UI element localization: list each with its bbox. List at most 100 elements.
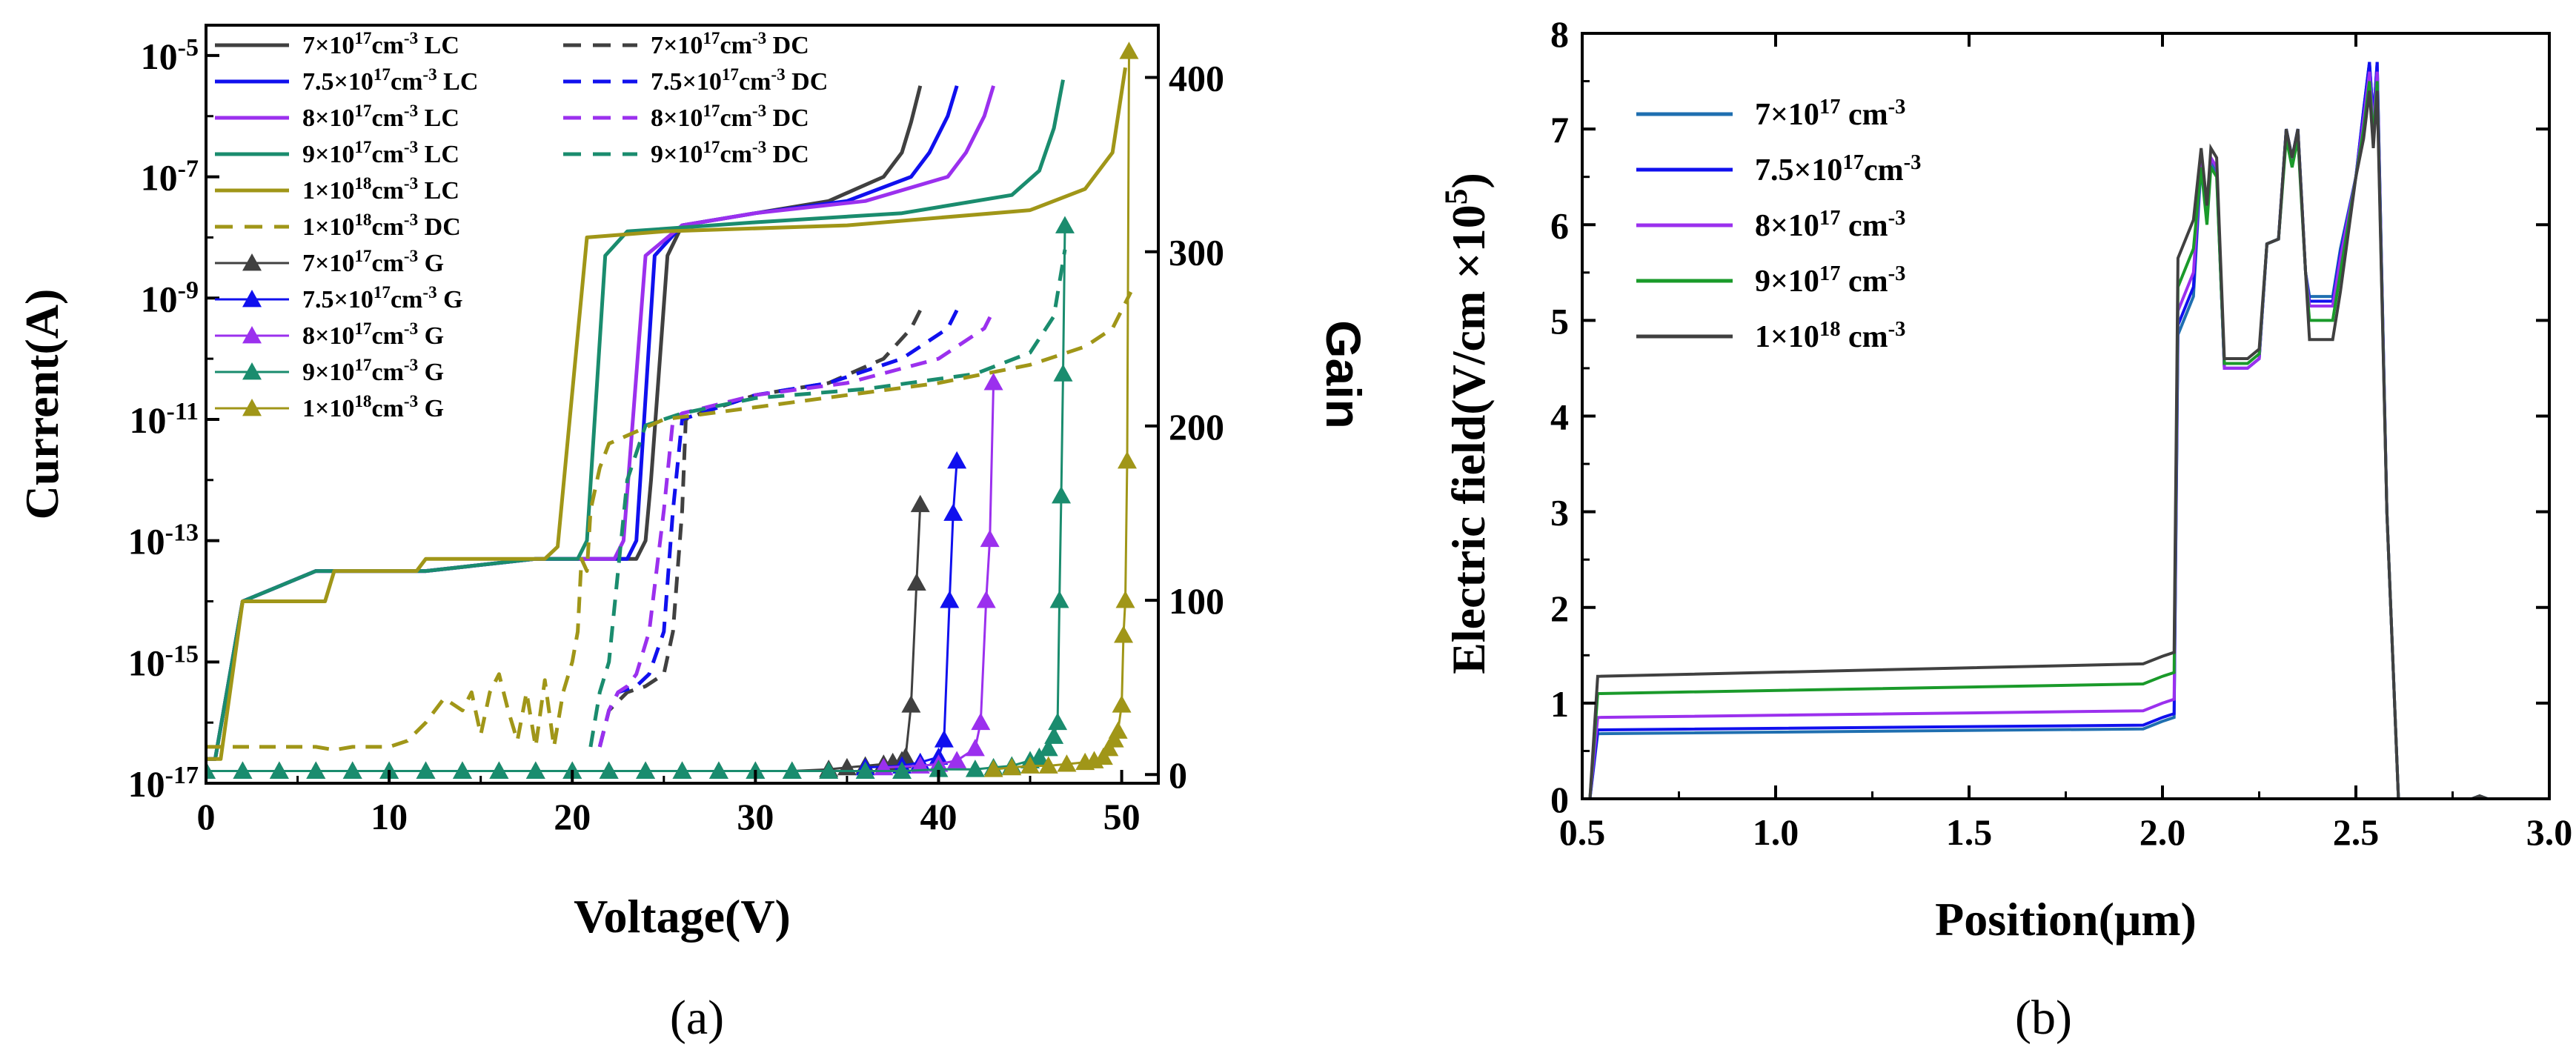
chart-b-plot-area [1582,62,2549,799]
y-tick-label: 4 [1550,396,1569,438]
x-tick-label: 0.5 [1559,811,1606,853]
gain-marker [983,760,1003,777]
y2-tick-label: 100 [1169,580,1224,622]
gain-marker [1049,591,1069,608]
gain-marker [1104,730,1124,748]
chart-a-plot-area [206,41,1139,779]
legend-entry-label: 7×1017cm-3 DC [651,29,809,59]
chart-b-legend: 7×1017 cm-3 7.5×1017cm-3 8×1017 cm-3 9×1017… [1636,96,1921,355]
y-tick-label: 2 [1550,588,1569,629]
legend-entry-label: 9×1017cm-3 DC [651,138,809,168]
gain-marker [1055,216,1075,233]
y-tick-label: 5 [1550,300,1569,342]
gain-marker [1038,756,1058,774]
legend-entry-label: 9×1017cm-3 G [302,356,444,386]
chart-a-x-axis-label: Voltage(V) [574,890,791,943]
legend-entry-label: 8×1017cm-3 LC [302,102,459,132]
legend-entry-label: 1×1018 cm-3 [1755,318,1905,355]
gain-marker [636,761,656,779]
y2-tick-label: 0 [1169,754,1187,796]
gain-marker [1020,756,1040,774]
gain-marker [1115,591,1135,608]
chart-a-legend: 7×1017cm-3 LC 7×1017cm-3 DC 7.5×1017cm-3 L… [215,29,828,422]
y2-tick-label: 400 [1169,58,1224,99]
gain-marker [965,760,985,777]
chart-a-axes: 0 10 20 30 40 50 10-17 10-15 10-13 10-11 10-9 10-7 1… [128,24,1224,837]
gain-marker [976,591,996,608]
x-tick-label: 10 [371,796,408,837]
dc-series-line-4 [206,290,1133,752]
x-tick-label: 2.5 [2333,811,2380,853]
gain-marker [525,761,545,779]
gain-marker [855,761,875,779]
dc-series-line-3 [588,249,1067,748]
chart-b-x-axis-label: Position(μm) [1935,893,2197,946]
gain-marker [1093,747,1113,765]
gain-marker [708,761,728,779]
gain-marker [342,761,362,779]
gain-marker [1112,695,1132,713]
chart-b-axes: 0.5 1.0 1.5 2.0 2.5 3.0 0 1 2 3 4 5 6 7 8 [1550,13,2572,853]
gain-marker [1108,721,1128,739]
legend-entry-label: 7×1017 cm-3 [1755,96,1905,133]
gain-series-line-1 [865,460,958,769]
gain-marker [1044,726,1064,744]
gain-marker [892,761,912,779]
chart-b-y-axis-label: Electric field(V/cm ×105) [1438,173,1495,674]
legend-entry-label: 8×1017cm-3 DC [651,102,809,132]
efield-series-line-1 [1582,62,2549,799]
gain-marker [1029,747,1049,765]
gain-marker [980,529,1000,548]
gain-marker [971,712,991,731]
gain-marker [965,738,985,757]
efield-series-line-0 [1582,62,2549,799]
legend-entry-label: 7.5×1017cm-3 DC [651,65,828,96]
x-tick-label: 3.0 [2526,811,2573,853]
y2-tick-label: 300 [1169,232,1224,273]
x-tick-label: 40 [920,796,957,837]
y-tick-label: 10-11 [130,397,199,441]
chart-a-y-axis-label: Current(A) [16,289,68,520]
gain-marker [416,761,436,779]
gain-marker [1048,712,1068,731]
gain-marker [1052,485,1072,504]
y-tick-label: 8 [1550,13,1569,55]
gain-series-line-0 [206,504,922,772]
gain-marker [1117,451,1137,469]
gain-marker [901,695,921,713]
x-tick-label: 1.5 [1946,811,1993,853]
gain-marker [672,761,692,779]
gain-marker [206,761,216,779]
dc-series-line-0 [597,309,923,748]
y-tick-label: 0 [1550,779,1569,820]
gain-marker [1038,738,1058,757]
gain-marker [934,730,954,748]
gain-marker [1099,738,1119,757]
y-tick-label: 7 [1550,109,1569,150]
x-tick-label: 20 [554,796,591,837]
chart-b-panel-label: (b) [2015,991,2072,1045]
gain-marker [910,494,930,513]
y-tick-label: 10-5 [141,33,199,77]
gain-marker [1114,625,1134,643]
chart-a-frame [205,24,1160,785]
lc-series-line-4 [206,67,1127,761]
x-tick-label: 50 [1103,796,1141,837]
legend-swatch-marker [242,326,262,344]
gain-marker [947,751,967,768]
efield-series-line-3 [1582,81,2549,799]
gain-marker [1119,41,1139,59]
gain-marker [1057,754,1077,772]
y2-tick-label: 200 [1169,406,1224,448]
gain-marker [940,591,960,608]
gain-marker [489,761,509,779]
legend-entry-label: 1×1018cm-3 LC [302,174,459,205]
gain-marker [947,451,967,469]
legend-entry-label: 1×1018cm-3 G [302,392,444,422]
gain-series-line-2 [883,382,995,769]
legend-entry-label: 8×1017 cm-3 [1755,207,1905,244]
chart-a: 0 10 20 30 40 50 10-17 10-15 10-13 10-11 10-9 10-7 1… [16,24,1371,1045]
y-tick-label: 3 [1550,492,1569,534]
